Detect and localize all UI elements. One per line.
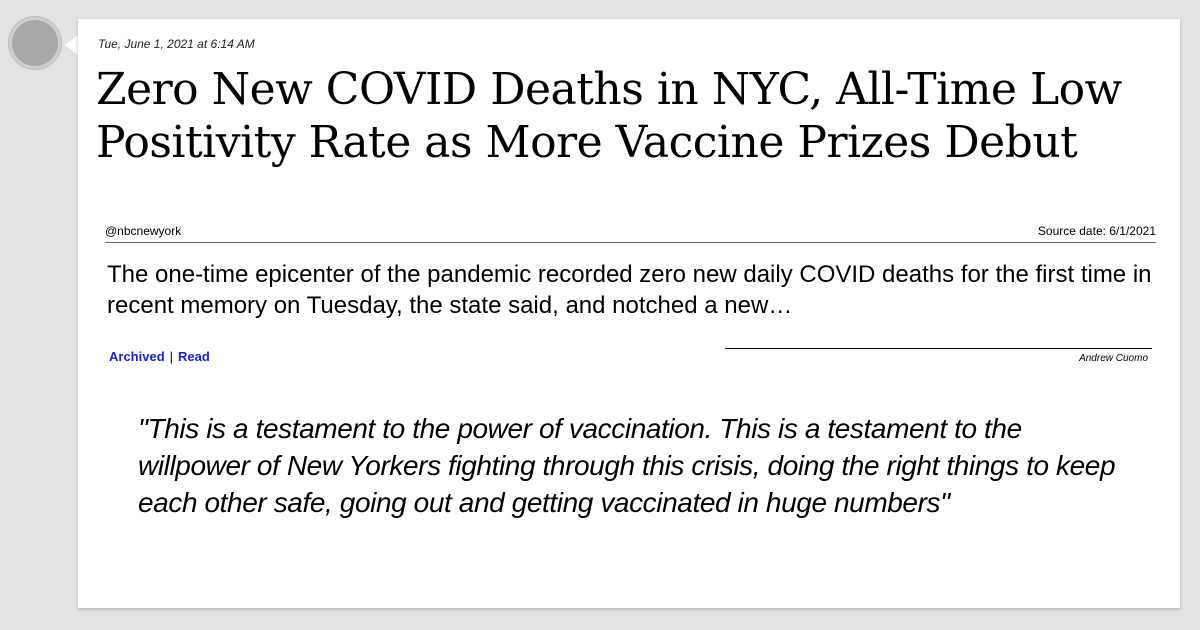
pull-quote: "This is a testament to the power of vac… [138, 413, 1116, 518]
avatar[interactable] [12, 20, 58, 66]
article-links: Archived | Read [109, 349, 210, 364]
post-timestamp: Tue, June 1, 2021 at 6:14 AM [98, 37, 255, 51]
source-handle: @nbcnewyork [105, 224, 182, 238]
article-summary: The one-time epicenter of the pandemic r… [107, 261, 1152, 319]
attribution-divider [725, 348, 1152, 349]
headline: Zero New COVID Deaths in NYC, All-Time L… [96, 64, 1122, 168]
read-link[interactable]: Read [178, 349, 210, 364]
archived-link[interactable]: Archived [109, 349, 165, 364]
source-meta-row: @nbcnewyork Source date: 6/1/2021 [105, 222, 1156, 243]
quote-attribution: Andrew Cuomo [1079, 353, 1148, 364]
link-separator: | [169, 349, 174, 364]
card-pointer [65, 35, 78, 55]
source-date: Source date: 6/1/2021 [1037, 224, 1156, 238]
post-card: Tue, June 1, 2021 at 6:14 AM Zero New CO… [78, 19, 1180, 608]
